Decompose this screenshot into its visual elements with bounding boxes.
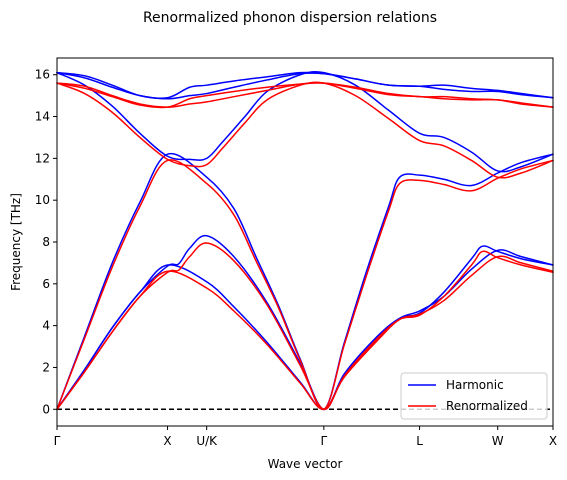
y-tick-label: 4 [42,319,50,333]
band-renormalized-3 [56,159,554,411]
y-tick-label: 0 [42,402,50,416]
y-tick-label: 12 [35,151,50,165]
legend: Harmonic Renormalized [400,372,548,420]
x-tick-label: X [549,434,557,448]
chart-title: Renormalized phonon dispersion relations [143,10,437,26]
x-tick-label: U/K [196,434,218,448]
band-harmonic-6 [56,70,554,173]
band-harmonic-4 [56,71,554,100]
y-tick-label: 6 [42,277,50,291]
x-axis-label: Wave vector [268,457,343,471]
legend-box [400,372,548,420]
x-tick-label: X [163,434,171,448]
x-tick-label: Γ [54,434,61,448]
legend-label-harmonic: Harmonic [446,378,504,392]
y-tick-label: 10 [35,193,50,207]
x-tick-label: W [492,434,504,448]
y-tick-label: 8 [42,235,50,249]
band-renormalized-6 [56,81,554,179]
plot-area [56,70,554,411]
band-renormalized-5 [56,82,554,109]
band-harmonic-5 [56,71,554,100]
y-axis-label: Frequency [THz] [9,193,23,291]
y-axis: 0 2 4 6 8 10 12 14 16 [35,68,57,416]
y-tick-label: 14 [35,110,50,124]
x-tick-label: L [416,434,423,448]
x-axis: Γ X U/K Γ L W X [54,426,557,448]
y-tick-label: 16 [35,68,50,82]
x-tick-label: Γ [321,434,328,448]
legend-label-renormalized: Renormalized [446,399,528,413]
y-tick-label: 2 [42,360,50,374]
